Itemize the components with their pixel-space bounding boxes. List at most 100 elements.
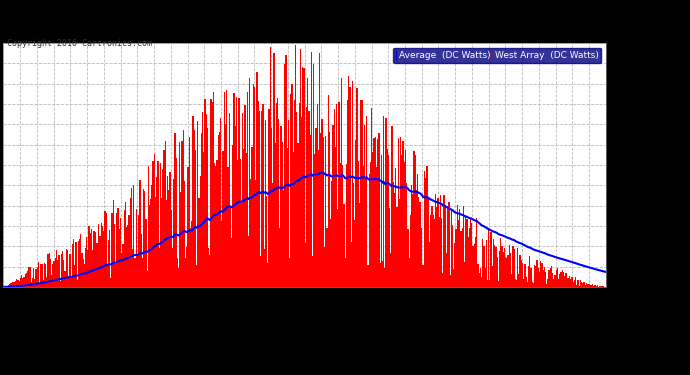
Bar: [375, 137, 376, 287]
Bar: [280, 126, 282, 287]
Bar: [511, 274, 512, 287]
Bar: [600, 286, 602, 287]
Bar: [232, 145, 233, 287]
Bar: [494, 245, 495, 287]
Bar: [219, 132, 220, 287]
Bar: [217, 135, 219, 287]
Bar: [425, 178, 426, 287]
Bar: [10, 283, 11, 287]
Bar: [304, 243, 306, 287]
Bar: [145, 219, 146, 287]
Bar: [386, 149, 388, 287]
Bar: [168, 190, 170, 287]
Bar: [433, 215, 434, 287]
Bar: [586, 283, 587, 287]
Bar: [283, 190, 284, 287]
Bar: [318, 150, 319, 287]
Bar: [203, 152, 204, 287]
Bar: [285, 55, 286, 287]
Bar: [43, 280, 44, 287]
Bar: [299, 103, 300, 287]
Bar: [256, 72, 257, 287]
Bar: [423, 265, 424, 287]
Bar: [382, 261, 383, 287]
Bar: [539, 272, 540, 287]
Bar: [464, 262, 465, 287]
Bar: [578, 280, 579, 287]
Bar: [20, 278, 21, 287]
Bar: [214, 163, 215, 287]
Bar: [179, 141, 180, 287]
Bar: [584, 285, 586, 287]
Bar: [377, 139, 378, 287]
Bar: [449, 274, 451, 287]
Bar: [478, 273, 480, 287]
Bar: [93, 231, 95, 287]
Bar: [454, 243, 455, 287]
Bar: [483, 246, 484, 287]
Bar: [140, 234, 141, 287]
Bar: [73, 239, 74, 287]
Bar: [542, 270, 544, 287]
Bar: [186, 247, 188, 287]
Bar: [360, 100, 362, 287]
Bar: [39, 284, 40, 287]
Bar: [310, 52, 312, 287]
Bar: [291, 84, 293, 287]
Bar: [339, 163, 341, 287]
Bar: [193, 130, 195, 287]
Bar: [575, 277, 576, 287]
Bar: [277, 98, 278, 287]
Bar: [370, 162, 371, 287]
Bar: [447, 208, 448, 287]
Bar: [426, 166, 428, 287]
Bar: [597, 285, 598, 287]
Bar: [14, 282, 15, 287]
Bar: [484, 268, 486, 287]
Bar: [70, 278, 72, 287]
Bar: [83, 264, 85, 287]
Bar: [16, 279, 17, 287]
Bar: [603, 286, 604, 287]
Bar: [235, 126, 236, 287]
Bar: [534, 265, 535, 287]
Bar: [430, 215, 431, 287]
Bar: [246, 92, 248, 287]
Bar: [217, 160, 218, 287]
Bar: [491, 232, 492, 287]
Bar: [130, 188, 132, 287]
Bar: [121, 253, 122, 287]
Bar: [308, 111, 310, 287]
Bar: [115, 264, 117, 287]
Bar: [295, 45, 296, 287]
Bar: [106, 264, 108, 287]
Bar: [282, 142, 283, 287]
Bar: [444, 205, 446, 287]
Bar: [188, 167, 189, 287]
Bar: [396, 207, 397, 287]
Bar: [304, 68, 305, 287]
Bar: [502, 252, 504, 287]
Bar: [152, 161, 154, 287]
Bar: [137, 255, 138, 287]
Bar: [270, 46, 271, 287]
Bar: [146, 271, 148, 287]
Bar: [367, 265, 368, 287]
Bar: [357, 88, 358, 287]
Bar: [335, 147, 336, 287]
Bar: [119, 230, 120, 287]
Bar: [488, 229, 489, 287]
Bar: [226, 90, 228, 287]
Bar: [553, 279, 555, 287]
Bar: [166, 200, 167, 287]
Bar: [351, 242, 352, 287]
Bar: [264, 249, 265, 287]
Bar: [526, 282, 528, 287]
Bar: [538, 268, 539, 287]
Bar: [401, 155, 402, 287]
Bar: [359, 202, 360, 287]
Bar: [233, 93, 235, 287]
Bar: [518, 274, 520, 287]
Bar: [517, 248, 518, 287]
Bar: [34, 279, 35, 287]
